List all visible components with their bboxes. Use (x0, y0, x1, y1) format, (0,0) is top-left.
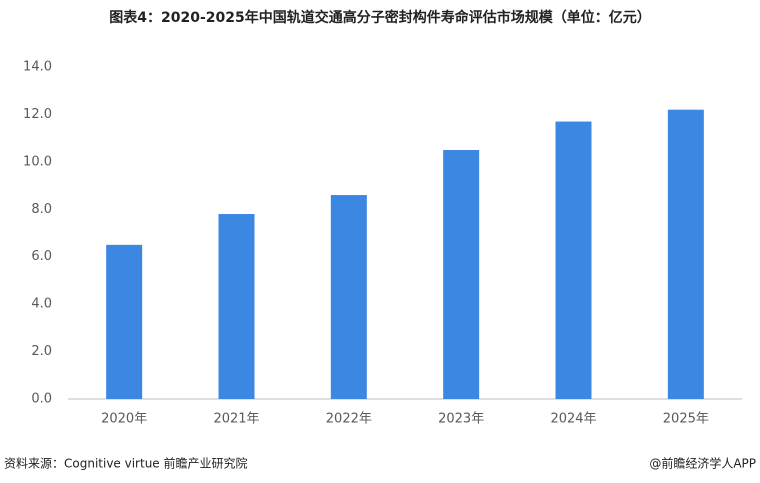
bar (106, 244, 143, 399)
credit: @前瞻经济学人APP (649, 456, 756, 471)
y-tick-label: 12.0 (23, 107, 52, 122)
x-tick-label: 2020年 (101, 412, 147, 427)
bar (555, 121, 592, 400)
x-tick-label: 2021年 (213, 412, 259, 427)
bar (330, 195, 367, 399)
y-tick-label: 0.0 (31, 392, 52, 407)
bar (443, 150, 480, 399)
x-tick-label: 2025年 (663, 412, 709, 427)
x-tick-label: 2022年 (326, 412, 372, 427)
bar (667, 109, 704, 399)
x-tick-label: 2024年 (550, 412, 596, 427)
y-tick-label: 4.0 (31, 297, 52, 312)
bar (218, 214, 255, 399)
y-tick-label: 6.0 (31, 249, 52, 264)
y-tick-label: 2.0 (31, 344, 52, 359)
y-tick-label: 10.0 (23, 154, 52, 169)
y-tick-label: 14.0 (23, 60, 52, 75)
y-tick-label: 8.0 (31, 202, 52, 217)
x-tick-label: 2023年 (438, 412, 484, 427)
chart-title: 图表4：2020-2025年中国轨道交通高分子密封构件寿命评估市场规模（单位：亿… (109, 9, 650, 26)
source: 资料来源：Cognitive virtue 前瞻产业研究院 (4, 456, 248, 471)
